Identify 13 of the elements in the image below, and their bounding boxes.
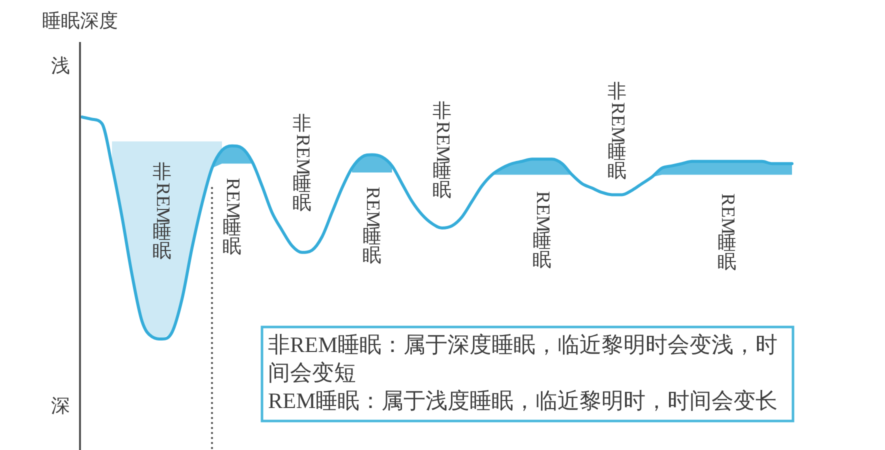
annotation: REM睡眠 [362,186,384,266]
annotation: 非REM睡眠 [607,82,628,182]
annotation: 非REM睡眠 [292,114,314,214]
annotation: 非REM睡眠 [152,162,174,262]
annotation: 非REM睡眠 [432,100,454,201]
annotation: 非REM睡眠：属于深度睡眠，临近黎明时会变浅，时间会变短 [268,332,778,385]
y-axis-title: 睡眠深度 [42,10,118,32]
text: REM睡眠：属于浅度睡眠，临近黎明时，时间会变长 [268,388,778,413]
annotation: REM睡眠 [532,191,554,271]
annotation: REM睡眠 [717,193,738,274]
annotation: REM睡眠 [222,178,244,258]
text: 深 [51,396,70,417]
text: 浅 [51,56,70,77]
